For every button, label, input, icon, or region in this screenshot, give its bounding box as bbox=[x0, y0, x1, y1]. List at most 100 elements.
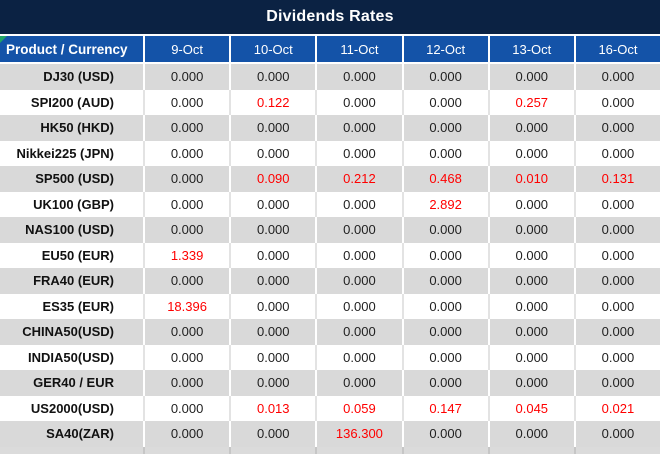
table-row: EU50 (EUR) 1.339 0.000 0.000 0.000 0.000 0.000 bbox=[0, 242, 661, 268]
column-header-date-5: 13-Oct bbox=[489, 36, 576, 62]
column-header-date-3: 11-Oct bbox=[317, 36, 404, 62]
dividend-value-cell: 0.000 bbox=[317, 370, 404, 396]
dividend-value-cell: 0.000 bbox=[317, 319, 404, 345]
dividend-value-cell: 0.000 bbox=[231, 64, 318, 90]
dividend-value-cell: 0.000 bbox=[575, 344, 661, 370]
dividend-value-cell: 0.000 bbox=[231, 268, 318, 294]
dividend-value-cell: 0.000 bbox=[575, 370, 661, 396]
partial-cell bbox=[489, 446, 576, 454]
dividend-value-cell: 0.000 bbox=[489, 268, 576, 294]
dividend-value-cell: 0.000 bbox=[145, 319, 232, 345]
dividend-value-cell: 0.000 bbox=[317, 140, 404, 166]
table-row: SA40(ZAR) 0.000 0.000 136.300 0.000 0.000 0.00… bbox=[0, 421, 661, 447]
dividend-value-cell: 136.300 bbox=[317, 421, 404, 447]
dividend-value-cell: 0.000 bbox=[489, 64, 576, 90]
dividend-value-cell: 0.013 bbox=[231, 395, 318, 421]
dividend-value-cell: 0.000 bbox=[231, 370, 318, 396]
dividend-value-cell: 0.000 bbox=[489, 293, 576, 319]
table-row: SPI200 (AUD) 0.000 0.122 0.000 0.000 0.257 0.0… bbox=[0, 89, 661, 115]
table-row: CHINA50(USD) 0.000 0.000 0.000 0.000 0.000 0.0… bbox=[0, 319, 661, 345]
partial-cell bbox=[575, 446, 661, 454]
dividend-value-cell: 0.000 bbox=[575, 89, 661, 115]
partial-cell bbox=[231, 446, 318, 454]
dividend-value-cell: 0.131 bbox=[575, 166, 661, 192]
dividend-value-cell: 0.000 bbox=[489, 140, 576, 166]
table-row: UK100 (GBP) 0.000 0.000 0.000 2.892 0.000 0.00… bbox=[0, 191, 661, 217]
dividend-value-cell: 0.000 bbox=[403, 319, 490, 345]
dividend-value-cell: 0.000 bbox=[145, 370, 232, 396]
dividend-value-cell: 0.000 bbox=[403, 115, 490, 141]
dividend-value-cell: 0.147 bbox=[403, 395, 490, 421]
dividend-value-cell: 0.212 bbox=[317, 166, 404, 192]
dividend-value-cell: 0.000 bbox=[231, 293, 318, 319]
dividend-value-cell: 1.339 bbox=[145, 242, 232, 268]
dividend-value-cell: 0.000 bbox=[317, 293, 404, 319]
table-row: INDIA50(USD) 0.000 0.000 0.000 0.000 0.000 0.0… bbox=[0, 344, 661, 370]
dividend-value-cell: 0.090 bbox=[231, 166, 318, 192]
partial-cell bbox=[403, 446, 490, 454]
dividend-value-cell: 0.000 bbox=[231, 421, 318, 447]
dividend-value-cell: 0.000 bbox=[403, 217, 490, 243]
row-label: Nikkei225 (JPN) bbox=[0, 140, 145, 166]
column-header-date-1: 9-Oct bbox=[145, 36, 232, 62]
dividend-value-cell: 0.000 bbox=[231, 115, 318, 141]
dividend-value-cell: 0.000 bbox=[317, 64, 404, 90]
dividend-value-cell: 0.000 bbox=[145, 140, 232, 166]
dividend-value-cell: 0.122 bbox=[231, 89, 318, 115]
excel-corner-indicator-icon bbox=[0, 36, 7, 43]
partial-cell bbox=[0, 446, 145, 454]
dividend-value-cell: 0.000 bbox=[403, 140, 490, 166]
row-label: NAS100 (USD) bbox=[0, 217, 145, 243]
dividend-value-cell: 0.059 bbox=[317, 395, 404, 421]
dividend-value-cell: 0.000 bbox=[145, 395, 232, 421]
table-row: HK50 (HKD) 0.000 0.000 0.000 0.000 0.000 0.000 bbox=[0, 115, 661, 141]
dividend-value-cell: 0.000 bbox=[145, 421, 232, 447]
dividend-value-cell: 0.010 bbox=[489, 166, 576, 192]
row-label: UK100 (GBP) bbox=[0, 191, 145, 217]
column-header-label: Product / Currency bbox=[6, 41, 128, 57]
dividend-value-cell: 0.257 bbox=[489, 89, 576, 115]
table-header-row: Product / Currency 9-Oct 10-Oct 11-Oct 1… bbox=[0, 36, 661, 62]
table-row: FRA40 (EUR) 0.000 0.000 0.000 0.000 0.000 0.00… bbox=[0, 268, 661, 294]
dividend-value-cell: 0.000 bbox=[403, 242, 490, 268]
dividend-value-cell: 0.000 bbox=[231, 242, 318, 268]
table-row: NAS100 (USD) 0.000 0.000 0.000 0.000 0.000 0.0… bbox=[0, 217, 661, 243]
dividend-value-cell: 0.000 bbox=[575, 191, 661, 217]
dividend-value-cell: 0.021 bbox=[575, 395, 661, 421]
row-label: SPI200 (AUD) bbox=[0, 89, 145, 115]
dividend-value-cell: 0.000 bbox=[575, 64, 661, 90]
partial-cell bbox=[317, 446, 404, 454]
row-label: GER40 / EUR bbox=[0, 370, 145, 396]
dividend-value-cell: 0.000 bbox=[145, 115, 232, 141]
dividend-value-cell: 0.000 bbox=[145, 191, 232, 217]
dividend-value-cell: 0.000 bbox=[489, 421, 576, 447]
row-label: DJ30 (USD) bbox=[0, 64, 145, 90]
column-header-date-4: 12-Oct bbox=[403, 36, 490, 62]
row-label: ES35 (EUR) bbox=[0, 293, 145, 319]
dividend-value-cell: 0.000 bbox=[575, 115, 661, 141]
table-row: DJ30 (USD) 0.000 0.000 0.000 0.000 0.000 0.000 bbox=[0, 64, 661, 90]
dividend-value-cell: 0.000 bbox=[145, 268, 232, 294]
row-label: FRA40 (EUR) bbox=[0, 268, 145, 294]
column-header-date-6: 16-Oct bbox=[575, 36, 661, 62]
dividend-value-cell: 0.000 bbox=[403, 293, 490, 319]
row-label: CHINA50(USD) bbox=[0, 319, 145, 345]
dividend-value-cell: 0.000 bbox=[403, 268, 490, 294]
dividend-value-cell: 0.000 bbox=[145, 64, 232, 90]
table-row: GER40 / EUR 0.000 0.000 0.000 0.000 0.000 0.00… bbox=[0, 370, 661, 396]
table-row: Nikkei225 (JPN) 0.000 0.000 0.000 0.000 0.000… bbox=[0, 140, 661, 166]
row-label: US2000(USD) bbox=[0, 395, 145, 421]
dividend-value-cell: 0.000 bbox=[317, 191, 404, 217]
dividend-value-cell: 0.000 bbox=[231, 191, 318, 217]
column-header-product-currency: Product / Currency bbox=[0, 36, 145, 62]
page-title: Dividends Rates bbox=[0, 0, 660, 34]
dividend-value-cell: 18.396 bbox=[145, 293, 232, 319]
dividend-value-cell: 0.000 bbox=[317, 217, 404, 243]
row-label: EU50 (EUR) bbox=[0, 242, 145, 268]
dividend-value-cell: 0.000 bbox=[403, 89, 490, 115]
dividend-value-cell: 0.000 bbox=[231, 217, 318, 243]
dividend-value-cell: 0.000 bbox=[317, 344, 404, 370]
dividend-value-cell: 0.000 bbox=[575, 421, 661, 447]
dividend-value-cell: 0.000 bbox=[145, 217, 232, 243]
